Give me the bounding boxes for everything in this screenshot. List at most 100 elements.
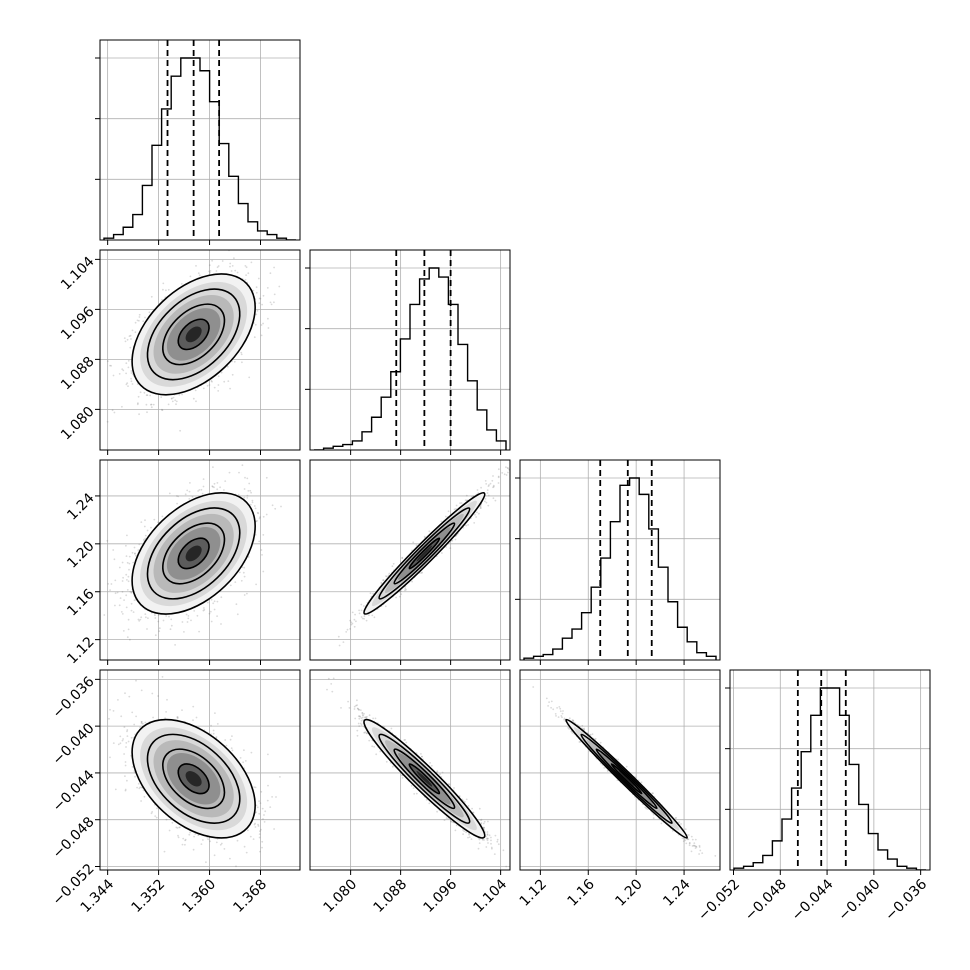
scatter-point (243, 566, 246, 569)
scatter-point (162, 619, 165, 622)
scatter-point (229, 262, 232, 265)
scatter-point (140, 521, 143, 523)
scatter-point (223, 380, 226, 383)
scatter-point (243, 594, 246, 596)
scatter-point (184, 493, 187, 496)
scatter-point (234, 581, 237, 583)
scatter-point (240, 351, 243, 354)
scatter-point (238, 471, 240, 474)
scatter-point (231, 373, 234, 376)
scatter-point (135, 554, 137, 557)
scatter-point (255, 313, 258, 316)
scatter-point (271, 504, 274, 507)
scatter-point (211, 380, 213, 383)
scatter-point (270, 303, 273, 306)
scatter-point (126, 589, 129, 591)
scatter-point (212, 602, 215, 605)
contour-line (146, 288, 241, 381)
scatter-point (213, 600, 216, 603)
scatter-point (150, 295, 153, 298)
scatter-point (171, 400, 174, 403)
scatter-point (131, 591, 133, 593)
scatter-point (216, 266, 219, 269)
scatter-point (134, 321, 137, 324)
scatter-point (176, 502, 179, 505)
scatter-point (140, 616, 143, 619)
scatter-point (209, 270, 212, 272)
scatter-point (127, 385, 129, 387)
joint-panel-p0-p2 (95, 459, 301, 665)
scatter-point (231, 265, 234, 267)
scatter-point (197, 490, 200, 492)
scatter-point (213, 482, 216, 485)
scatter-point (189, 275, 192, 278)
scatter-point (157, 521, 159, 524)
scatter-point (174, 399, 177, 402)
scatter-point (126, 338, 129, 341)
scatter-point (138, 543, 141, 546)
scatter-point (217, 375, 220, 378)
scatter-point (220, 596, 223, 599)
scatter-point (211, 485, 214, 488)
scatter-point (259, 297, 262, 300)
scatter-point (136, 319, 139, 322)
scatter-point (125, 555, 128, 557)
scatter-point (211, 485, 214, 488)
scatter-point (114, 592, 117, 595)
scatter-point (203, 607, 205, 609)
scatter-point (188, 490, 191, 493)
scatter-point (260, 549, 263, 551)
scatter-point (198, 489, 201, 491)
scatter-point (127, 618, 130, 621)
scatter-point (160, 396, 163, 399)
scatter-point (266, 287, 269, 289)
scatter-point (246, 592, 248, 595)
scatter-point (262, 534, 265, 536)
panel-frame (729, 669, 931, 871)
scatter-point (172, 396, 175, 399)
scatter-point (255, 583, 257, 586)
scatter-point (202, 609, 205, 612)
scatter-point (224, 480, 227, 482)
scatter-point (175, 400, 178, 403)
histogram-step-p0 (103, 57, 296, 240)
scatter-point (122, 630, 125, 632)
scatter-point (234, 269, 237, 272)
scatter-point (145, 394, 148, 397)
joint-marks (106, 250, 281, 432)
scatter-point (139, 391, 142, 394)
scatter-point (220, 371, 223, 374)
scatter-point (134, 553, 136, 555)
scatter-point (195, 265, 197, 267)
scatter-point (210, 598, 213, 601)
scatter-point (110, 583, 113, 585)
scatter-point (243, 575, 246, 578)
scatter-point (202, 485, 205, 488)
scatter-point (213, 486, 215, 489)
scatter-point (240, 353, 243, 356)
scatter-point (228, 471, 231, 474)
scatter-point (144, 519, 146, 522)
contour-line (131, 273, 256, 396)
scatter-point (169, 628, 172, 631)
scatter-point (161, 298, 163, 301)
scatter-point (129, 638, 131, 641)
scatter-point (245, 274, 248, 276)
scatter-point (143, 538, 145, 541)
scatter-point (125, 383, 128, 386)
scatter-point (262, 570, 265, 573)
scatter-point (216, 600, 219, 603)
scatter-point (131, 383, 134, 385)
scatter-point (125, 573, 128, 576)
scatter-point (258, 297, 261, 300)
scatter-point (233, 257, 235, 260)
scatter-point (216, 482, 219, 484)
scatter-point (181, 393, 184, 396)
scatter-point (176, 495, 178, 497)
scatter-point (180, 283, 183, 285)
scatter-point (113, 411, 116, 414)
scatter-point (216, 615, 219, 617)
scatter-point (131, 329, 134, 332)
scatter-point (127, 359, 130, 362)
scatter-point (126, 534, 128, 537)
